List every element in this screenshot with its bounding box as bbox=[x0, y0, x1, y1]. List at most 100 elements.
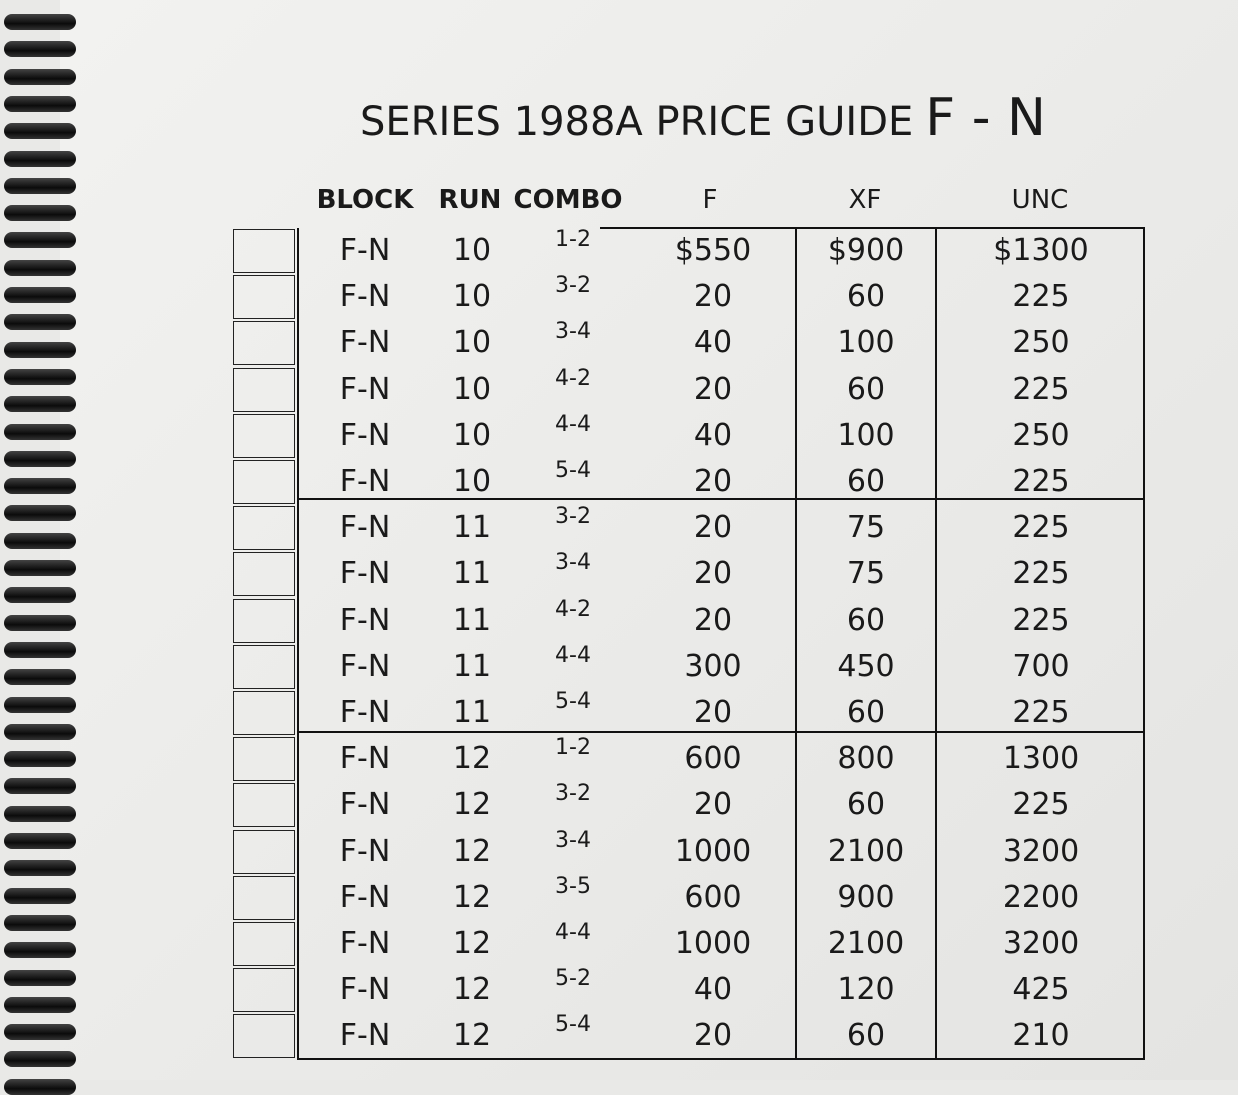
cell-combo: 4-4 bbox=[555, 642, 591, 668]
spiral-coil bbox=[4, 205, 76, 222]
cell-xf: 2100 bbox=[827, 926, 905, 961]
cell-block: F-N bbox=[339, 233, 391, 268]
cell-f: 600 bbox=[684, 741, 742, 777]
cell-xf: 100 bbox=[837, 325, 895, 361]
checkbox[interactable] bbox=[233, 275, 295, 320]
cell-xf: 60 bbox=[846, 279, 886, 315]
checkbox[interactable] bbox=[233, 1014, 295, 1059]
spiral-coil bbox=[4, 259, 76, 276]
header-run: RUN bbox=[438, 185, 502, 215]
spiral-coil bbox=[4, 669, 76, 686]
cell-run: 11 bbox=[452, 602, 492, 638]
cell-block: F-N bbox=[339, 879, 391, 915]
cell-block: F-N bbox=[339, 972, 391, 1008]
checkbox[interactable] bbox=[233, 413, 295, 458]
table-top-border bbox=[600, 227, 1145, 229]
table-row: F-N 10 4-4 40 100 250 bbox=[0, 412, 1238, 460]
cell-combo: 5-2 bbox=[555, 966, 591, 992]
spiral-coil bbox=[4, 914, 76, 931]
checkbox[interactable] bbox=[233, 552, 295, 597]
cell-f: 20 bbox=[693, 556, 733, 592]
checkbox[interactable] bbox=[233, 783, 295, 828]
cell-f: 20 bbox=[693, 510, 733, 546]
cell-block: F-N bbox=[339, 279, 391, 315]
cell-unc: 225 bbox=[1012, 510, 1070, 546]
cell-block: F-N bbox=[339, 1018, 391, 1054]
spiral-coil bbox=[4, 232, 76, 249]
cell-unc: 225 bbox=[1012, 464, 1070, 499]
checkbox[interactable] bbox=[233, 968, 295, 1013]
cell-block: F-N bbox=[339, 556, 391, 592]
cell-combo: 3-4 bbox=[555, 550, 591, 576]
table-row: F-N 12 5-2 40 120 425 bbox=[0, 966, 1238, 1014]
spiral-coil bbox=[4, 368, 76, 385]
spiral-coil bbox=[4, 423, 76, 440]
table-row: F-N 12 1-2 600 800 1300 bbox=[0, 735, 1238, 783]
spiral-coil bbox=[4, 560, 76, 576]
cell-f: 20 bbox=[693, 602, 733, 638]
table-row: F-N 11 3-4 20 75 225 bbox=[0, 550, 1238, 598]
cell-xf: $900 bbox=[827, 233, 905, 268]
cell-combo: 5-4 bbox=[555, 1012, 591, 1038]
spiral-coil bbox=[4, 723, 76, 740]
cell-unc: 700 bbox=[1012, 648, 1070, 684]
cell-xf: 60 bbox=[846, 695, 886, 730]
checkbox[interactable] bbox=[233, 506, 295, 551]
cell-combo: 4-4 bbox=[555, 920, 591, 945]
cell-unc: 3200 bbox=[1002, 833, 1080, 869]
cell-xf: 900 bbox=[837, 879, 895, 915]
cell-run: 11 bbox=[452, 648, 492, 684]
cell-unc: 225 bbox=[1012, 602, 1070, 638]
spiral-coil bbox=[4, 805, 76, 822]
cell-unc: 225 bbox=[1012, 279, 1070, 315]
cell-unc: 210 bbox=[1012, 1018, 1070, 1054]
table-left-border bbox=[297, 228, 299, 1060]
cell-block: F-N bbox=[339, 371, 391, 407]
spiral-coil bbox=[4, 641, 76, 658]
checkbox[interactable] bbox=[233, 829, 295, 874]
checkbox[interactable] bbox=[233, 460, 295, 504]
checkbox[interactable] bbox=[233, 321, 295, 366]
cell-block: F-N bbox=[339, 602, 391, 638]
cell-run: 12 bbox=[452, 833, 492, 869]
title-text: SERIES 1988A PRICE GUIDE bbox=[360, 99, 914, 145]
cell-xf: 450 bbox=[837, 648, 895, 684]
column-divider bbox=[795, 228, 797, 1060]
cell-run: 10 bbox=[452, 325, 492, 361]
spiral-coil bbox=[4, 450, 76, 467]
spiral-coil bbox=[4, 505, 76, 522]
checkbox[interactable] bbox=[233, 229, 295, 273]
spiral-coil bbox=[4, 1024, 76, 1041]
spiral-coil bbox=[4, 860, 76, 877]
checkbox[interactable] bbox=[233, 598, 295, 643]
checkbox[interactable] bbox=[233, 691, 295, 735]
checkbox[interactable] bbox=[233, 644, 295, 689]
table-row: F-N 10 5-4 20 60 225 bbox=[0, 458, 1238, 506]
cell-xf: 60 bbox=[846, 371, 886, 407]
cell-xf: 75 bbox=[846, 510, 886, 546]
table-row: F-N 12 5-4 20 60 210 bbox=[0, 1012, 1238, 1060]
checkbox[interactable] bbox=[233, 875, 295, 920]
spiral-coil bbox=[4, 14, 76, 30]
cell-combo: 3-2 bbox=[555, 504, 591, 530]
cell-unc: 225 bbox=[1012, 787, 1070, 823]
cell-unc: 1300 bbox=[1002, 741, 1080, 777]
cell-block: F-N bbox=[339, 417, 391, 453]
cell-block: F-N bbox=[339, 741, 391, 777]
cell-f: 20 bbox=[693, 1018, 733, 1054]
spiral-coil bbox=[4, 751, 76, 768]
page-title: SERIES 1988A PRICE GUIDE F - N bbox=[360, 88, 1046, 148]
spiral-coil bbox=[4, 614, 76, 631]
cell-unc: 225 bbox=[1012, 556, 1070, 592]
checkbox[interactable] bbox=[233, 922, 295, 966]
cell-run: 10 bbox=[452, 371, 492, 407]
cell-combo: 5-4 bbox=[555, 458, 591, 483]
cell-unc: 225 bbox=[1012, 371, 1070, 407]
cell-xf: 100 bbox=[837, 417, 895, 453]
spiral-coil bbox=[4, 396, 76, 413]
cell-block: F-N bbox=[339, 325, 391, 361]
spiral-coil bbox=[4, 95, 76, 112]
header-combo: COMBO bbox=[513, 185, 623, 215]
checkbox[interactable] bbox=[233, 737, 295, 782]
checkbox[interactable] bbox=[233, 367, 295, 412]
